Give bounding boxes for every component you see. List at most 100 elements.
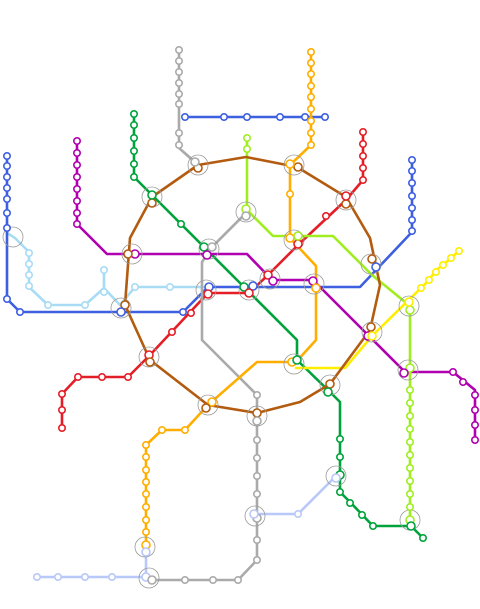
line-7-station[interactable] [73, 197, 82, 206]
line-6-station[interactable] [142, 489, 151, 498]
line-7-station[interactable] [73, 149, 82, 158]
line-3-station[interactable] [320, 113, 329, 122]
line-1-station[interactable] [358, 140, 367, 149]
line-4-station[interactable] [24, 249, 33, 258]
line-9-interchange-station[interactable] [147, 575, 157, 585]
line-1-station[interactable] [57, 423, 66, 432]
line-3-station[interactable] [2, 195, 12, 204]
line-1-station[interactable] [358, 128, 367, 137]
line-7-station[interactable] [73, 137, 82, 146]
line-2-station[interactable] [335, 452, 344, 461]
line-5-interchange-station[interactable] [147, 198, 157, 208]
line-9-station[interactable] [234, 575, 243, 584]
line-3-station[interactable] [2, 209, 12, 218]
line-10-station[interactable] [243, 134, 252, 143]
line-2-station[interactable] [345, 498, 354, 507]
line-10-station[interactable] [405, 489, 414, 498]
line-5-interchange-station[interactable] [123, 249, 133, 259]
line-2-station[interactable] [335, 487, 344, 496]
line-9-station[interactable] [253, 390, 262, 399]
line-1-station[interactable] [358, 152, 367, 161]
line-1-interchange-station[interactable] [244, 288, 254, 298]
line-9-station[interactable] [175, 129, 184, 138]
line-5-interchange-station[interactable] [252, 408, 262, 418]
line-5-interchange-station[interactable] [201, 403, 211, 413]
line-7-station[interactable] [73, 173, 82, 182]
line-10-station[interactable] [405, 385, 414, 394]
line-4-station[interactable] [24, 270, 33, 279]
line-2-station[interactable] [177, 220, 186, 229]
line-4-station[interactable] [100, 287, 109, 296]
line-2-interchange-station[interactable] [147, 190, 157, 200]
line-7-station[interactable] [470, 405, 479, 414]
line-5-interchange-station[interactable] [145, 357, 155, 367]
line-5-interchange-station[interactable] [367, 254, 377, 264]
line-9-interchange-station[interactable] [252, 416, 262, 426]
line-6-station[interactable] [306, 117, 315, 126]
line-3-interchange-station[interactable] [116, 307, 126, 317]
line-7-station[interactable] [470, 420, 479, 429]
line-10-interchange-station[interactable] [405, 363, 415, 373]
line-10-interchange-station[interactable] [293, 231, 303, 241]
line-9-station[interactable] [175, 68, 184, 77]
line-9-interchange-station[interactable] [190, 157, 200, 167]
line-2-station[interactable] [418, 533, 427, 542]
line-3-station[interactable] [407, 227, 416, 236]
line-11-station[interactable] [53, 572, 62, 581]
line-2-interchange-station[interactable] [239, 282, 249, 292]
line-9-interchange-station[interactable] [241, 211, 251, 221]
line-4-station[interactable] [24, 281, 33, 290]
line-9-station[interactable] [175, 79, 184, 88]
line-1-station[interactable] [321, 212, 330, 221]
line-10-station[interactable] [405, 411, 414, 420]
line-3-station[interactable] [407, 216, 416, 225]
line-7-station[interactable] [73, 209, 82, 218]
line-3-station[interactable] [15, 307, 24, 316]
line-2-interchange-station[interactable] [292, 355, 302, 365]
line-7-station[interactable] [73, 161, 82, 170]
line-4-station[interactable] [100, 265, 109, 274]
line-1-interchange-station[interactable] [263, 270, 273, 280]
line-9-station[interactable] [175, 100, 184, 109]
line-3-station[interactable] [2, 152, 12, 161]
line-10-station[interactable] [405, 398, 414, 407]
line-3-station[interactable] [300, 113, 309, 122]
line-6-station[interactable] [306, 105, 315, 114]
line-8-station[interactable] [431, 267, 440, 276]
line-6-station[interactable] [306, 70, 315, 79]
line-3-station[interactable] [2, 173, 12, 182]
line-2-station[interactable] [130, 147, 139, 156]
line-7-station[interactable] [73, 185, 82, 194]
line-2-station[interactable] [368, 521, 377, 530]
line-1-station[interactable] [57, 405, 66, 414]
line-10-station[interactable] [405, 424, 414, 433]
line-10-station[interactable] [243, 145, 252, 154]
line-8-station[interactable] [454, 247, 463, 256]
line-2-station[interactable] [130, 173, 139, 182]
line-6-station[interactable] [306, 82, 315, 91]
line-3-station[interactable] [407, 156, 416, 165]
line-5-interchange-station[interactable] [325, 379, 335, 389]
line-10-station[interactable] [405, 463, 414, 472]
line-6-station[interactable] [306, 93, 315, 102]
line-3-station[interactable] [2, 162, 12, 171]
line-1-station[interactable] [74, 372, 83, 381]
line-9-station[interactable] [175, 141, 184, 150]
line-11-interchange-station[interactable] [331, 473, 341, 483]
line-8-interchange-station[interactable] [367, 331, 377, 341]
line-3-station[interactable] [2, 184, 12, 193]
line-5-interchange-station[interactable] [366, 322, 376, 332]
line-10-station[interactable] [405, 476, 414, 485]
line-6-station[interactable] [181, 425, 190, 434]
line-9-station[interactable] [253, 555, 262, 564]
line-8-station[interactable] [446, 254, 455, 263]
line-1-station[interactable] [124, 372, 133, 381]
line-1-station[interactable] [358, 164, 367, 173]
line-3-station[interactable] [2, 224, 12, 233]
line-7-interchange-station[interactable] [399, 368, 409, 378]
line-2-interchange-station[interactable] [323, 387, 333, 397]
line-8-station[interactable] [438, 260, 447, 269]
line-2-interchange-station[interactable] [199, 242, 209, 252]
line-7-station[interactable] [73, 220, 82, 229]
line-6-station[interactable] [306, 141, 315, 150]
